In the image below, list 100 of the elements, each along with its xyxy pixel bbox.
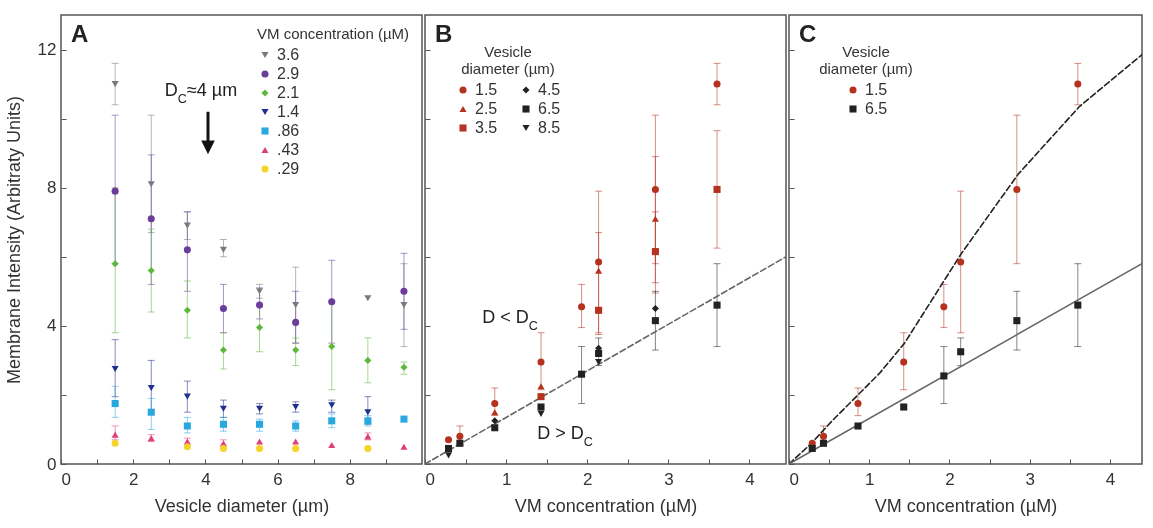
legend-label: 3.6 bbox=[277, 46, 300, 63]
point bbox=[364, 356, 372, 364]
point bbox=[111, 431, 119, 438]
point bbox=[328, 417, 336, 425]
point bbox=[854, 422, 862, 430]
point bbox=[819, 439, 828, 447]
legend-label: 6.5 bbox=[538, 100, 561, 117]
x-tick-label: 3 bbox=[1025, 469, 1035, 489]
point bbox=[819, 432, 828, 440]
point bbox=[595, 306, 603, 314]
annotation: D > D$_{C}$ bbox=[537, 423, 593, 449]
point bbox=[256, 420, 264, 428]
point bbox=[183, 422, 191, 430]
point bbox=[1013, 317, 1021, 325]
legend-label: 2.9 bbox=[277, 65, 300, 82]
y-tick-label: 4 bbox=[47, 316, 57, 336]
point bbox=[595, 359, 603, 366]
point bbox=[713, 185, 721, 193]
point bbox=[491, 409, 499, 416]
annotation: D$_{C}$≈4 µm bbox=[164, 80, 238, 106]
x-tick-label: 0 bbox=[425, 469, 435, 489]
point bbox=[256, 444, 264, 452]
point bbox=[292, 302, 300, 309]
legend-label: .43 bbox=[277, 141, 300, 158]
point bbox=[147, 181, 155, 188]
legend-label: 1.5 bbox=[865, 81, 888, 98]
legend-label: 8.5 bbox=[538, 119, 561, 136]
point bbox=[183, 443, 191, 451]
point bbox=[578, 303, 586, 311]
point bbox=[219, 405, 227, 412]
legend-title: VM concentration (µM) bbox=[257, 25, 410, 42]
point bbox=[219, 246, 227, 253]
legend-label: .29 bbox=[277, 160, 300, 177]
point bbox=[256, 324, 264, 332]
point bbox=[651, 215, 659, 222]
x-tick-label: 2 bbox=[128, 469, 139, 489]
annotation: D < D$_{C}$ bbox=[482, 307, 538, 333]
point bbox=[364, 444, 372, 452]
point bbox=[400, 443, 408, 450]
point bbox=[147, 267, 155, 275]
point bbox=[147, 215, 155, 223]
legend-title: Vesicle diameter (µm) bbox=[461, 43, 555, 77]
point bbox=[578, 370, 586, 378]
point bbox=[491, 424, 499, 432]
point bbox=[400, 415, 408, 423]
point bbox=[713, 301, 721, 309]
point bbox=[292, 438, 300, 445]
legend-label: 3.5 bbox=[475, 119, 498, 136]
point bbox=[537, 403, 545, 411]
point bbox=[147, 408, 155, 416]
point bbox=[713, 80, 721, 88]
y-tick-label: 0 bbox=[47, 454, 57, 474]
point bbox=[900, 403, 908, 411]
point bbox=[256, 438, 264, 445]
point bbox=[456, 432, 464, 440]
point bbox=[957, 348, 965, 356]
legend-label: 1.4 bbox=[277, 103, 300, 120]
point bbox=[328, 343, 336, 351]
x-tick-label: 8 bbox=[345, 469, 356, 489]
legend-title: Vesicle diameter (µm) bbox=[819, 43, 913, 77]
point bbox=[854, 400, 862, 408]
point bbox=[400, 287, 408, 295]
y-tick-label: 8 bbox=[47, 178, 57, 198]
point bbox=[537, 358, 545, 366]
point bbox=[256, 288, 264, 295]
annotation: B bbox=[435, 20, 453, 47]
point bbox=[595, 349, 603, 358]
point bbox=[900, 358, 908, 366]
y-tick-label: 12 bbox=[37, 40, 57, 60]
point bbox=[940, 372, 948, 380]
legend-label: 2.1 bbox=[277, 84, 300, 101]
x-tick-label: 1 bbox=[864, 469, 875, 489]
point bbox=[292, 444, 300, 452]
annotation: C bbox=[799, 20, 817, 47]
point bbox=[219, 346, 227, 354]
point bbox=[957, 258, 965, 266]
point bbox=[364, 409, 372, 416]
point bbox=[328, 402, 336, 409]
x-axis-title: VM concentration (µM) bbox=[874, 495, 1058, 516]
x-tick-label: 2 bbox=[583, 469, 593, 489]
legend-label: 6.5 bbox=[865, 100, 888, 117]
point bbox=[537, 410, 545, 417]
point bbox=[292, 318, 300, 326]
legend-label: .86 bbox=[277, 122, 300, 139]
point bbox=[651, 248, 659, 256]
legend-label: 4.5 bbox=[538, 81, 561, 98]
point bbox=[595, 258, 603, 266]
point bbox=[651, 317, 659, 325]
point bbox=[808, 444, 816, 452]
point bbox=[364, 295, 372, 302]
x-axis-title: Vesicle diameter (µm) bbox=[154, 495, 330, 516]
point bbox=[111, 365, 119, 373]
point bbox=[444, 436, 453, 444]
point bbox=[183, 306, 191, 314]
point bbox=[444, 444, 453, 452]
point bbox=[219, 305, 227, 313]
legend-label: 1.5 bbox=[475, 81, 498, 98]
point bbox=[400, 363, 408, 371]
x-tick-label: 4 bbox=[1105, 469, 1116, 489]
point bbox=[111, 400, 119, 408]
